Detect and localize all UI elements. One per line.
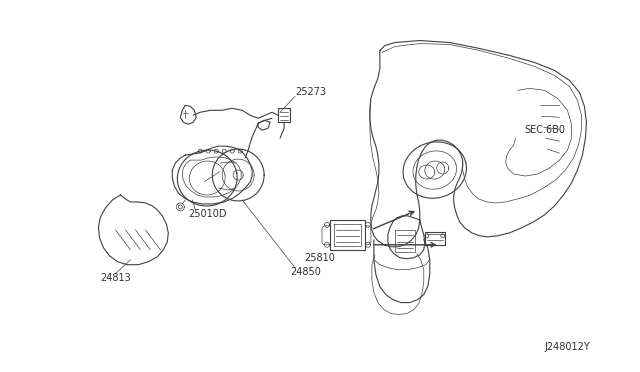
Text: 24850: 24850 [290, 267, 321, 277]
Text: 25010D: 25010D [188, 209, 227, 219]
Text: SEC.6B0: SEC.6B0 [525, 125, 566, 135]
Text: 25273: 25273 [295, 87, 326, 97]
Text: J248012Y: J248012Y [545, 342, 590, 352]
Text: 25810: 25810 [304, 253, 335, 263]
Text: 24813: 24813 [100, 273, 131, 283]
